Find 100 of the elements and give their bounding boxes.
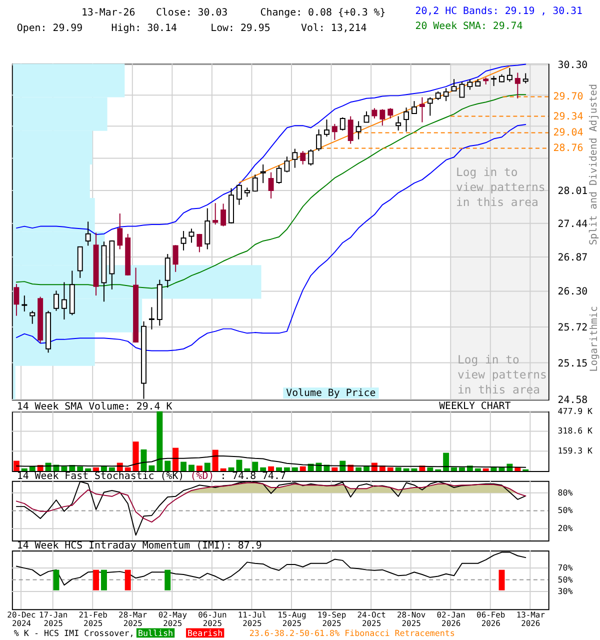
text: Bearish [188,628,223,638]
text: High: 30.14 [111,22,177,34]
candlestick [340,116,346,132]
text: Close: 30.03 [156,8,228,19]
bar [13,460,20,471]
bar [268,466,274,471]
candlestick [236,184,242,206]
bar [443,452,450,471]
bar [252,462,258,471]
y-tick-label: 159.3 K [558,446,593,456]
y-tick-label: 318.6 K [558,426,593,436]
x-tick-label: 20-Dec 2024 [7,610,36,628]
bar [427,467,434,471]
chart-title: 14 Week SMA Volume: 29.4 K [16,401,172,412]
candlestick [188,228,194,244]
candlestick [356,120,362,140]
bar [61,466,68,471]
y-tick-label: 24.58 [558,394,588,406]
bar [29,466,36,471]
candlestick [348,116,354,144]
candlestick [252,174,258,192]
x-tick-label: 13-Mar 2026 [516,610,546,628]
series-label: (%D) [190,470,214,482]
bar [490,467,497,471]
text: Volume By Price [286,388,376,399]
bar [100,466,107,471]
x-tick-label: 11-Jul 2025 [238,610,267,628]
candlestick [244,187,250,198]
text: 20,2 HC Bands: 29.19 , 30.31 [415,6,583,18]
bar [164,460,171,471]
text: Logarithmic [589,306,600,372]
y-tick-label: 20% [558,523,573,534]
candlestick [196,233,202,253]
x-tick-label: 19-Sep 2025 [317,610,346,628]
bar [188,464,194,471]
text: Vol: 13,214 [300,22,367,34]
series-label: 29.04 [553,128,584,139]
annotation: WEEKLY CHART [439,400,511,412]
candlestick [54,290,59,312]
x-tick-label: 06-Feb 2026 [476,610,506,628]
x-tick-label: 02-May 2025 [158,610,188,628]
candlestick [427,96,433,116]
candlestick [404,107,410,132]
candlestick [180,230,186,251]
bar [85,468,92,471]
candlestick [412,100,417,114]
bar [244,468,250,471]
bar [395,467,402,471]
x-tick-label: 17-Jan 2025 [38,610,68,628]
candlestick [372,108,378,119]
bar [204,462,210,471]
candlestick [204,208,210,250]
bar [93,467,99,471]
candlestick [268,172,274,200]
candlestick [419,96,425,123]
bar [21,468,28,471]
bar [180,462,187,471]
series-label: 29.34 [553,111,584,122]
candlestick [459,81,465,98]
annotation: : 74.8 [220,470,256,482]
candlestick [85,221,91,246]
candlestick [164,253,170,288]
bar [276,467,282,471]
annotation: 74.7 [262,470,286,482]
y-tick-label: 28.01 [558,186,588,197]
bar [148,465,155,471]
candlestick [172,244,178,272]
y-tick-label: 30% [558,586,573,596]
candlestick [220,203,226,227]
candlestick [300,150,306,165]
bar [403,468,410,471]
text: Low: 29.95 [210,22,270,34]
text: 20 Week SMA: 29.74 [415,20,523,32]
y-tick-label: 477.9 K [558,406,593,416]
text: Change: 0.08 {+0.3 %} [260,8,386,19]
candlestick [77,246,83,278]
bar [458,467,465,471]
x-tick-label: 02-Jan 2026 [436,610,466,628]
x-tick-label: 24-Oct 2025 [357,610,386,628]
bar [451,467,457,471]
candlestick [117,213,123,250]
candlestick [61,282,67,320]
chart-title: 14 Week Fast Stochastic (%K) [16,470,184,482]
y-tick-label: 50% [558,505,573,516]
candlestick [396,116,402,132]
bar [77,466,84,471]
bar [387,467,394,471]
y-axis-title: Split and Dividend Adjusted [588,84,600,246]
bar [220,468,226,471]
line-series [16,456,526,468]
bar [498,467,505,471]
candlestick [148,306,154,330]
x-tick-label: 28-Nov 2025 [396,610,426,628]
candlestick [514,72,520,99]
y-tick-label: 25.15 [558,358,588,370]
candlestick [467,79,473,90]
bar [482,468,489,471]
candlestick [260,164,266,184]
x-tick-label: 21-Feb 2025 [78,610,108,628]
bar [124,467,131,471]
